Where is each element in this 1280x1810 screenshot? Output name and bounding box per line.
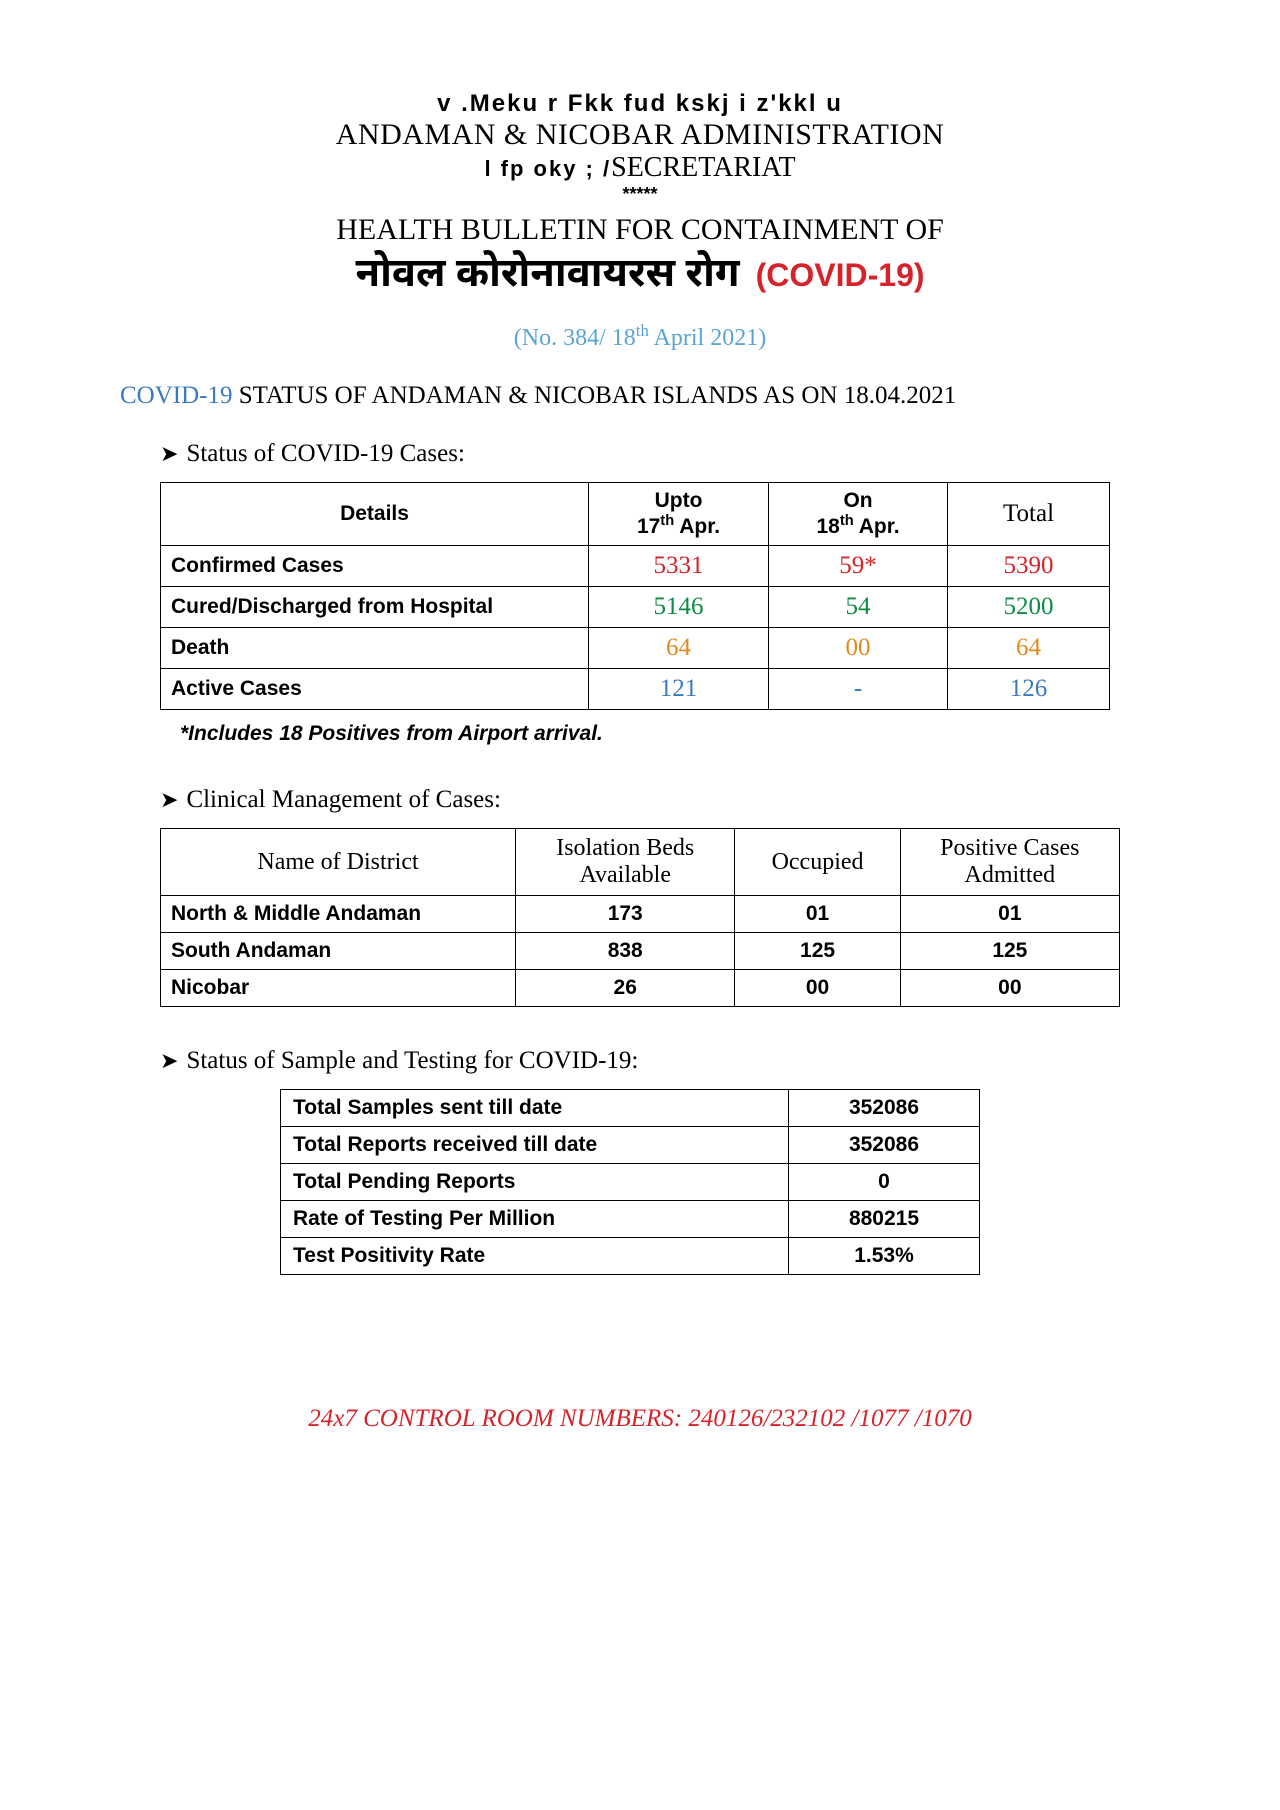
table-header-row: Name of District Isolation BedsAvailable… [161,829,1120,896]
status-rest: STATUS OF ANDAMAN & NICOBAR ISLANDS AS O… [233,382,957,409]
table-row: South Andaman 838 125 125 [161,933,1120,970]
th-upto: Upto 17th Apr. [589,483,769,546]
bulletin-heading: HEALTH BULLETIN FOR CONTAINMENT OF [120,213,1160,247]
th-occupied: Occupied [735,829,900,896]
status-line: COVID-19 STATUS OF ANDAMAN & NICOBAR ISL… [120,382,1160,410]
table-row: Total Pending Reports 0 [281,1164,980,1201]
table-row: North & Middle Andaman 173 01 01 [161,896,1120,933]
header-block: v .Meku r Fkk fud kskj i z'kkl u ANDAMAN… [120,90,1160,352]
th-total: Total [948,483,1110,546]
th-district: Name of District [161,829,516,896]
footer-control-room: 24x7 CONTROL ROOM NUMBERS: 240126/232102… [120,1405,1160,1433]
secretariat-text: SECRETARIAT [611,152,795,183]
header-admin: ANDAMAN & NICOBAR ADMINISTRATION [120,118,1160,152]
bullet-arrow-icon: ➤ [160,1048,178,1073]
secretariat-prefix: l fp oky ; / [484,156,611,181]
header-secretariat: l fp oky ; /SECRETARIAT [120,152,1160,184]
header-hindi-transliteration: v .Meku r Fkk fud kskj i z'kkl u [120,90,1160,118]
table1-footnote: *Includes 18 Positives from Airport arri… [180,722,1160,746]
th-on: On 18th Apr. [768,483,947,546]
table-row: Rate of Testing Per Million 880215 [281,1201,980,1238]
header-stars: ***** [120,184,1160,205]
bullet-arrow-icon: ➤ [160,441,178,466]
section-status-cases: ➤Status of COVID-19 Cases: [160,440,1160,468]
table-row: Test Positivity Rate 1.53% [281,1238,980,1275]
th-beds: Isolation BedsAvailable [516,829,735,896]
table-header-row: Details Upto 17th Apr. On 18th Apr. Tota… [161,483,1110,546]
table-row: Confirmed Cases 5331 59* 5390 [161,546,1110,587]
table-row: Nicobar 26 00 00 [161,970,1120,1007]
bulletin-number: (No. 384/ 18th April 2021) [120,321,1160,352]
bullet-arrow-icon: ➤ [160,787,178,812]
th-details: Details [161,483,589,546]
th-positive: Positive CasesAdmitted [900,829,1119,896]
table-testing: Total Samples sent till date 352086 Tota… [280,1089,980,1275]
table-row: Total Reports received till date 352086 [281,1127,980,1164]
table-clinical-mgmt: Name of District Isolation BedsAvailable… [160,828,1120,1007]
covid-label: (COVID-19) [756,257,925,293]
title-row: नोवल कोरोनावायरस रोग (COVID-19) [120,251,1160,303]
hindi-title: नोवल कोरोनावायरस रोग [355,251,739,303]
table-row: Cured/Discharged from Hospital 5146 54 5… [161,587,1110,628]
table-row: Active Cases 121 - 126 [161,669,1110,710]
table-row: Death 64 00 64 [161,628,1110,669]
status-prefix: COVID-19 [120,382,233,409]
document-page: v .Meku r Fkk fud kskj i z'kkl u ANDAMAN… [0,0,1280,1493]
table-row: Total Samples sent till date 352086 [281,1090,980,1127]
section-testing: ➤Status of Sample and Testing for COVID-… [160,1047,1160,1075]
table-status-cases: Details Upto 17th Apr. On 18th Apr. Tota… [160,482,1110,710]
section-clinical-mgmt: ➤Clinical Management of Cases: [160,786,1160,814]
